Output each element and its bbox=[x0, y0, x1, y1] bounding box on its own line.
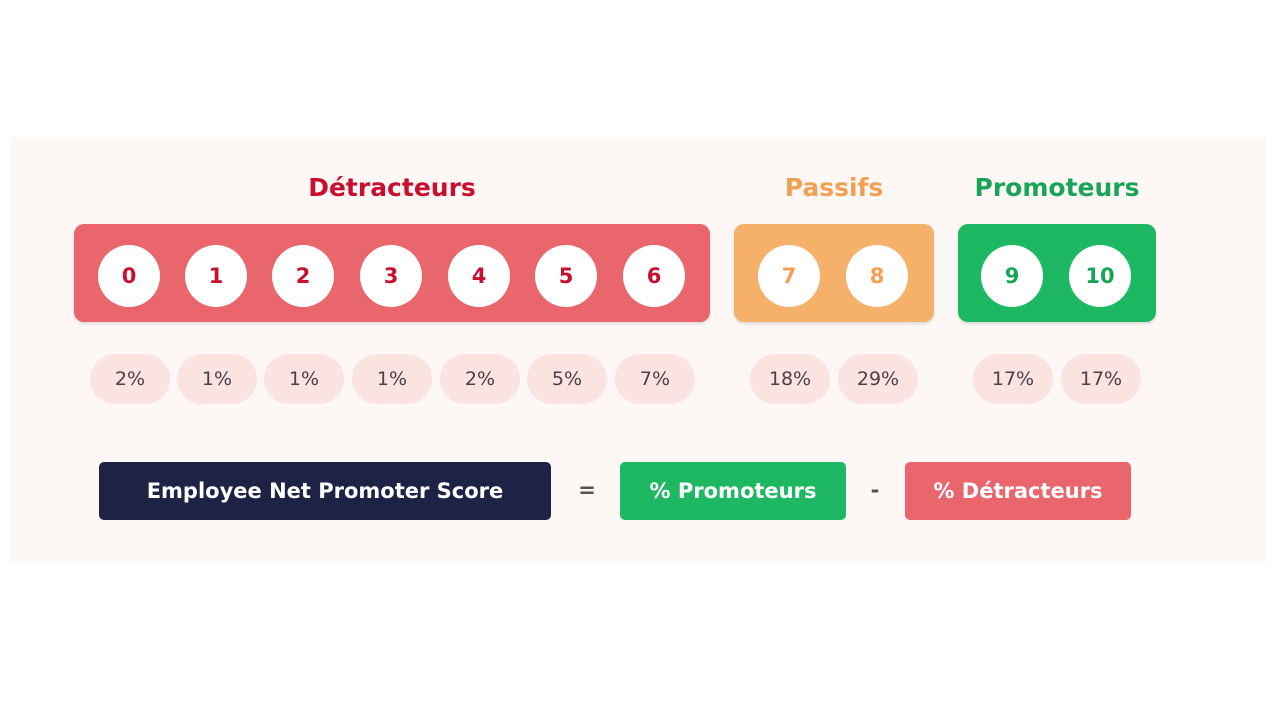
detractors-percent-label: % Détracteurs bbox=[905, 462, 1131, 520]
promoters-box: 9 10 bbox=[958, 224, 1156, 322]
percent-7: 18% bbox=[750, 354, 830, 404]
passives-title: Passifs bbox=[784, 173, 884, 202]
score-2: 2 bbox=[272, 245, 334, 307]
detractors-box: 0 1 2 3 4 5 6 bbox=[74, 224, 710, 322]
score-4: 4 bbox=[448, 245, 510, 307]
score-3: 3 bbox=[360, 245, 422, 307]
percent-2: 1% bbox=[264, 354, 344, 404]
score-8: 8 bbox=[846, 245, 908, 307]
enps-label: Employee Net Promoter Score bbox=[99, 462, 551, 520]
percent-8: 29% bbox=[838, 354, 918, 404]
percent-10: 17% bbox=[1061, 354, 1141, 404]
percent-4: 2% bbox=[440, 354, 520, 404]
percent-9: 17% bbox=[973, 354, 1053, 404]
score-9: 9 bbox=[981, 245, 1043, 307]
percent-0: 2% bbox=[90, 354, 170, 404]
percent-5: 5% bbox=[527, 354, 607, 404]
percent-3: 1% bbox=[352, 354, 432, 404]
score-0: 0 bbox=[98, 245, 160, 307]
passives-box: 7 8 bbox=[734, 224, 934, 322]
detractors-title: Détracteurs bbox=[308, 173, 476, 202]
score-5: 5 bbox=[535, 245, 597, 307]
percent-1: 1% bbox=[177, 354, 257, 404]
equals-sign: = bbox=[578, 478, 596, 502]
minus-sign: - bbox=[870, 478, 880, 502]
score-10: 10 bbox=[1069, 245, 1131, 307]
percent-6: 7% bbox=[615, 354, 695, 404]
score-1: 1 bbox=[185, 245, 247, 307]
score-7: 7 bbox=[758, 245, 820, 307]
promoters-percent-label: % Promoteurs bbox=[620, 462, 846, 520]
promoters-title: Promoteurs bbox=[974, 173, 1140, 202]
score-6: 6 bbox=[623, 245, 685, 307]
